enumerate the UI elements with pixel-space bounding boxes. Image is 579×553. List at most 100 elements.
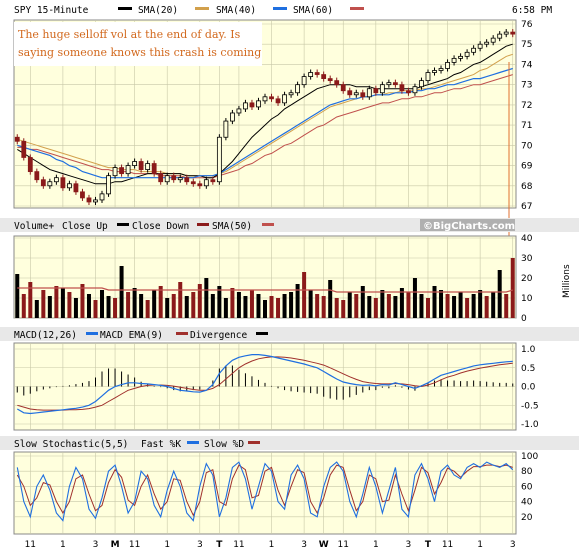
price-tick-label: 75 [521, 40, 532, 50]
price-lines [17, 43, 513, 185]
candle-body [171, 175, 177, 181]
x-tick-label: 1 [373, 540, 379, 550]
volume-bar [439, 290, 444, 318]
candle-body [282, 94, 287, 104]
candle-body [230, 112, 235, 122]
candle-body [490, 37, 496, 43]
x-tick-label: 3 [197, 540, 203, 550]
macd-tick-label: 1.0 [521, 345, 536, 355]
candle-body [275, 98, 281, 104]
macd-title: MACD(12,26) [14, 330, 77, 341]
volume-bar [100, 290, 105, 318]
volume-bar [223, 298, 228, 318]
price-tick-label: 70 [521, 141, 533, 151]
candle-body [503, 31, 509, 35]
candle-body [197, 183, 203, 187]
sma-red-swatch [350, 7, 364, 10]
volume-bar [269, 296, 274, 318]
x-tick-label: M [111, 540, 120, 550]
stoch-slow-label: Slow %D [204, 439, 244, 450]
candle-body [445, 62, 450, 69]
candle-body [73, 183, 79, 193]
candle-body [106, 175, 111, 195]
volume-bar [334, 298, 339, 318]
volume-bar [302, 272, 307, 318]
candle-body [399, 84, 405, 92]
volume-bar [178, 282, 183, 318]
candle-body [379, 84, 385, 94]
volume-bar [113, 298, 118, 318]
price-tick-label: 76 [521, 20, 533, 30]
candle-body [86, 197, 92, 203]
volume-bar [315, 294, 320, 318]
fast-k-line [16, 461, 514, 522]
volume-bar [386, 294, 391, 318]
candle-body [138, 161, 144, 170]
candle-body [223, 120, 229, 138]
volume-bar [412, 278, 417, 318]
volume-bar [67, 292, 72, 318]
volume-bar [289, 292, 294, 318]
volume-bar [341, 300, 346, 318]
stoch-fast-label: Fast %K [141, 439, 181, 450]
candle-body [99, 193, 105, 201]
price-candles [14, 29, 516, 205]
candle-body [412, 86, 418, 94]
candle-body [14, 136, 20, 142]
volume-bar [347, 292, 352, 318]
candle-body [60, 177, 66, 189]
volume-bar [93, 300, 98, 318]
volume-tick-label: 10 [521, 294, 533, 304]
candle-body [477, 43, 483, 49]
x-tick-label: 3 [93, 540, 99, 550]
candle-body [93, 199, 98, 203]
annotation-line1: The huge selloff vol at the end of day. … [18, 28, 241, 41]
volume-bar [197, 284, 202, 318]
candle-body [360, 92, 366, 98]
volume-bar [126, 292, 131, 318]
volume-bar [152, 290, 157, 318]
x-tick-label: 11 [25, 540, 36, 550]
volume-bar [360, 286, 365, 318]
candle-body [340, 84, 346, 92]
candle-body [132, 161, 138, 166]
volume-bar [497, 270, 502, 318]
annotation-box [14, 22, 262, 66]
volume-bar [60, 288, 65, 318]
volume-bar [86, 294, 91, 318]
sma40-swatch [195, 7, 209, 10]
candle-body [295, 84, 300, 94]
volume-bar [465, 298, 470, 318]
volume-down-label: Close Down [132, 221, 189, 232]
candle-body [419, 80, 424, 88]
candle-body [347, 90, 353, 96]
candle-body [210, 179, 216, 183]
stoch-tick-label: 60 [521, 482, 533, 492]
volume-bar [139, 294, 144, 318]
price-tick-label: 73 [521, 81, 532, 91]
macd-div-label: Divergence [190, 330, 247, 341]
volume-bar [373, 298, 378, 318]
candle-body [125, 165, 131, 175]
candle-body [249, 102, 255, 108]
candle-body [145, 163, 151, 171]
volume-bar [73, 298, 78, 318]
candle-body [203, 179, 209, 187]
macd-header: MACD(12,26) MACD EMA(9) Divergence [0, 327, 579, 341]
volume-bar [119, 266, 124, 318]
candle-body [334, 80, 340, 86]
volume-bar [47, 296, 52, 318]
volume-y-axis: 0 10 20 30 40 [521, 234, 533, 324]
volume-bar [236, 292, 241, 318]
volume-bar [452, 296, 457, 318]
volume-bar [425, 298, 430, 318]
sma-red-line [17, 74, 513, 179]
volume-bar [471, 294, 476, 318]
stoch-tick-label: 80 [521, 467, 533, 477]
candle-body [432, 70, 437, 73]
stoch-header: Slow Stochastic(5,5) Fast %K Slow %D [0, 436, 579, 450]
candle-body [80, 191, 85, 199]
volume-bar [432, 286, 437, 318]
volume-tick-label: 40 [521, 234, 533, 244]
